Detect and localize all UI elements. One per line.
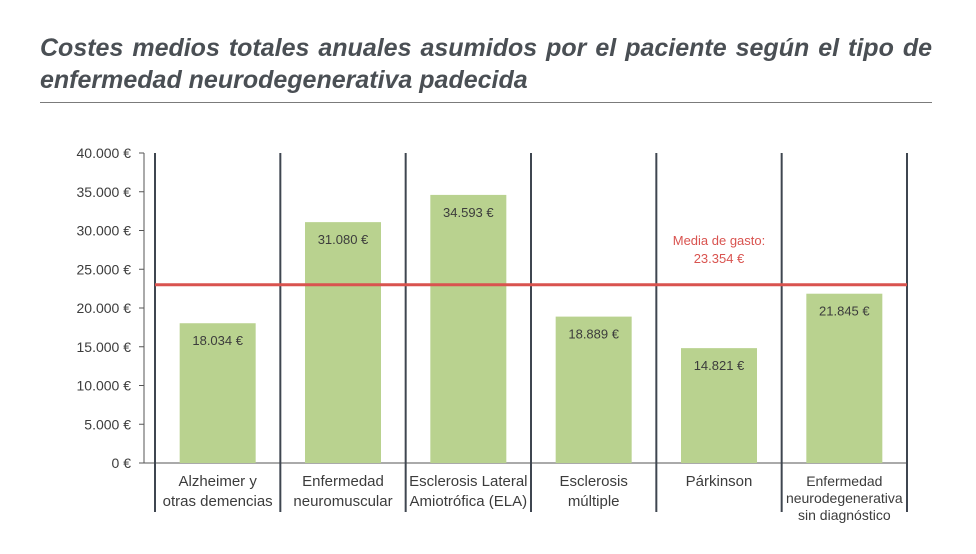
bar-value-label: 34.593 € xyxy=(443,205,494,220)
bars-layer xyxy=(179,194,883,464)
y-tick-label: 10.000 € xyxy=(77,378,132,394)
bar-value-label: 18.034 € xyxy=(192,333,243,348)
bar-value-label: 14.821 € xyxy=(694,358,745,373)
y-tick-label: 40.000 € xyxy=(77,145,132,161)
x-tick-label: otras demencias xyxy=(163,493,273,510)
x-tick-label: Amiotrófica (ELA) xyxy=(410,493,528,510)
average-label: Media de gasto: xyxy=(673,233,766,248)
labels-layer: 18.034 € Alzheimer y otras demencias 31.080… xyxy=(155,205,907,523)
chart-title: Costes medios totales anuales asumidos p… xyxy=(40,34,932,94)
x-tick-label: múltiple xyxy=(568,493,620,510)
bar xyxy=(555,316,632,463)
bar xyxy=(305,222,381,463)
bar xyxy=(681,348,757,463)
bar xyxy=(179,323,256,463)
x-tick-label: Enfermedad xyxy=(806,473,882,489)
bar xyxy=(430,194,507,464)
bar-value-label: 21.845 € xyxy=(819,304,870,319)
y-tick-label: 25.000 € xyxy=(77,261,132,277)
x-tick-label: neurodegenerativa xyxy=(786,490,903,506)
x-tick-label: Esclerosis xyxy=(559,473,627,490)
x-tick-label: Párkinson xyxy=(686,473,753,490)
x-tick-label: Esclerosis Lateral xyxy=(409,473,527,490)
y-tick-label: 15.000 € xyxy=(77,339,132,355)
bar-value-label: 18.889 € xyxy=(568,327,619,342)
y-tick-label: 5.000 € xyxy=(84,416,131,432)
y-tick-label: 35.000 € xyxy=(77,184,132,200)
x-tick-label: neuromuscular xyxy=(293,493,392,510)
y-tick-label: 20.000 € xyxy=(77,300,132,316)
x-tick-label: Alzheimer y xyxy=(178,473,257,490)
x-tick-label: Enfermedad xyxy=(302,473,384,490)
title-divider xyxy=(40,102,932,103)
bar xyxy=(806,293,883,463)
y-tick-label: 30.000 € xyxy=(77,223,132,239)
y-tick-label: 0 € xyxy=(112,455,132,471)
x-tick-label: sin diagnóstico xyxy=(798,507,891,523)
average-label: 23.354 € xyxy=(694,251,745,266)
axes-layer: 0 € 5.000 € 10.000 € 15.000 € 20.000 € 25.000… xyxy=(77,145,908,512)
bar-value-label: 31.080 € xyxy=(318,232,369,247)
